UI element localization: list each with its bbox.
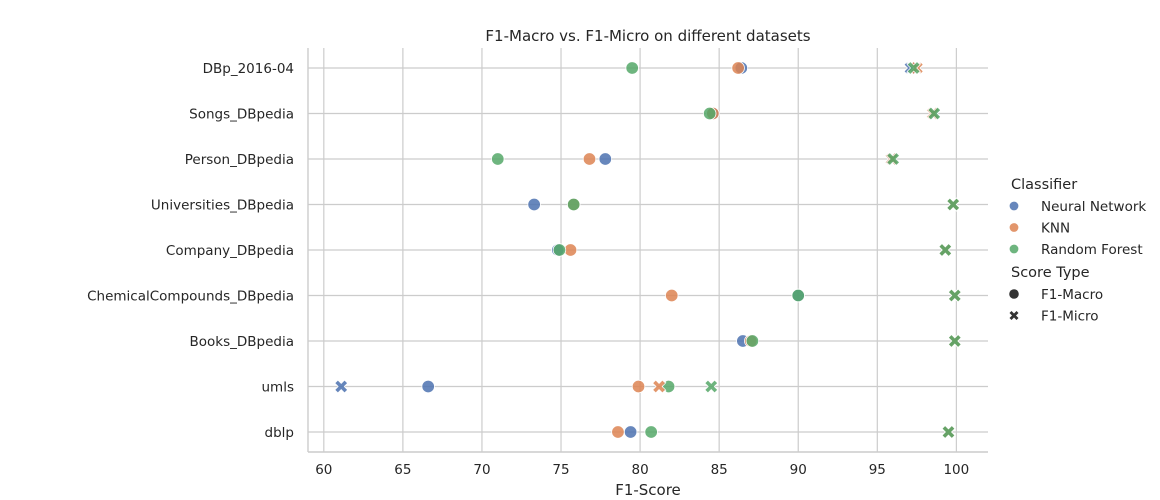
point-random-forest-f1-micro-company-dbpedia	[938, 242, 953, 258]
point-knn-f1-macro-umls	[631, 379, 646, 394]
point-neural-network-f1-macro-dblp	[623, 425, 638, 439]
point-random-forest-f1-micro-chemicalcompounds-dbpedia	[947, 288, 962, 303]
point-random-forest-f1-micro-dbp-2016-04	[906, 60, 921, 76]
legend-style-title: Score Type	[1011, 265, 1090, 281]
point-random-forest-f1-macro-company-dbpedia	[552, 243, 567, 257]
point-knn-f1-macro-dblp	[611, 425, 625, 439]
x-tick-label: 85	[711, 462, 728, 478]
y-tick-label: Books_DBpedia	[189, 334, 294, 350]
y-tick-label: Songs_DBpedia	[189, 107, 294, 123]
point-knn-f1-macro-person-dbpedia	[582, 152, 597, 166]
axis-spines	[307, 48, 988, 453]
x-tick-label: 70	[473, 462, 490, 478]
legend-marker-f1-micro	[1009, 311, 1019, 320]
legend: Classifier Neural Network KNN Random Fores…	[1008, 177, 1146, 325]
point-random-forest-f1-micro-dblp	[941, 424, 956, 440]
legend-label-knn: KNN	[1041, 221, 1070, 237]
legend-marker-f1-macro	[1009, 289, 1019, 299]
point-random-forest-f1-macro-universities-dbpedia	[566, 197, 581, 212]
x-tick-label: 95	[869, 462, 886, 478]
legend-label-f1-micro: F1-Micro	[1041, 309, 1099, 325]
point-neural-network-f1-macro-person-dbpedia	[598, 152, 613, 166]
point-random-forest-f1-macro-person-dbpedia	[491, 152, 505, 166]
point-neural-network-f1-macro-umls	[421, 379, 435, 394]
point-random-forest-f1-micro-books-dbpedia	[947, 333, 962, 349]
x-tick-label: 100	[943, 462, 969, 478]
x-tick-label: 60	[315, 462, 332, 478]
point-knn-f1-macro-chemicalcompounds-dbpedia	[665, 288, 679, 303]
x-tick-label: 80	[631, 462, 648, 478]
y-tick-label: Universities_DBpedia	[151, 198, 294, 214]
legend-style-entries: F1-Macro F1-Micro	[1009, 287, 1103, 325]
legend-label-random-forest: Random Forest	[1041, 242, 1143, 258]
data-points	[334, 60, 962, 440]
legend-marker-knn	[1008, 222, 1020, 233]
legend-hue-entries: Neural Network KNN Random Forest	[1008, 199, 1146, 258]
y-tick-label: dblp	[265, 425, 294, 441]
point-knn-f1-macro-dbp-2016-04	[731, 61, 745, 75]
x-axis-title: F1-Score	[615, 481, 681, 499]
point-random-forest-f1-macro-dbp-2016-04	[625, 61, 639, 75]
point-neural-network-f1-micro-umls	[334, 379, 349, 394]
y-tick-labels: DBp_2016-04 Songs_DBpedia Person_DBpedia Un…	[87, 61, 294, 441]
x-tick-label: 90	[790, 462, 807, 478]
y-tick-label: ChemicalCompounds_DBpedia	[87, 289, 294, 305]
x-tick-label: 75	[552, 462, 569, 478]
x-tick-label: 65	[394, 462, 411, 478]
point-random-forest-f1-macro-songs-dbpedia	[702, 106, 717, 121]
y-tick-label: Person_DBpedia	[185, 152, 294, 168]
point-random-forest-f1-macro-books-dbpedia	[745, 334, 760, 348]
x-tick-labels: 60 65 70 75 80 85 90 95 100	[315, 462, 969, 478]
point-random-forest-f1-micro-songs-dbpedia	[927, 106, 942, 121]
y-tick-label: umls	[262, 380, 295, 396]
point-random-forest-f1-micro-universities-dbpedia	[946, 197, 961, 212]
point-knn-f1-micro-umls	[651, 379, 667, 394]
y-tick-label: DBp_2016-04	[203, 61, 294, 77]
legend-marker-neural-network	[1008, 200, 1020, 212]
chart-title: F1-Macro vs. F1-Micro on different datas…	[485, 27, 810, 45]
point-random-forest-f1-macro-dblp	[644, 425, 658, 439]
point-random-forest-f1-micro-person-dbpedia	[885, 151, 901, 167]
point-random-forest-f1-micro-umls	[704, 379, 719, 394]
legend-label-neural-network: Neural Network	[1041, 199, 1146, 215]
point-random-forest-f1-macro-chemicalcompounds-dbpedia	[791, 288, 805, 303]
point-neural-network-f1-macro-universities-dbpedia	[527, 197, 541, 212]
legend-marker-random-forest	[1008, 243, 1020, 255]
y-tick-label: Company_DBpedia	[166, 243, 294, 259]
grid	[308, 48, 988, 452]
legend-label-f1-macro: F1-Macro	[1041, 287, 1103, 303]
legend-hue-title: Classifier	[1011, 177, 1077, 193]
